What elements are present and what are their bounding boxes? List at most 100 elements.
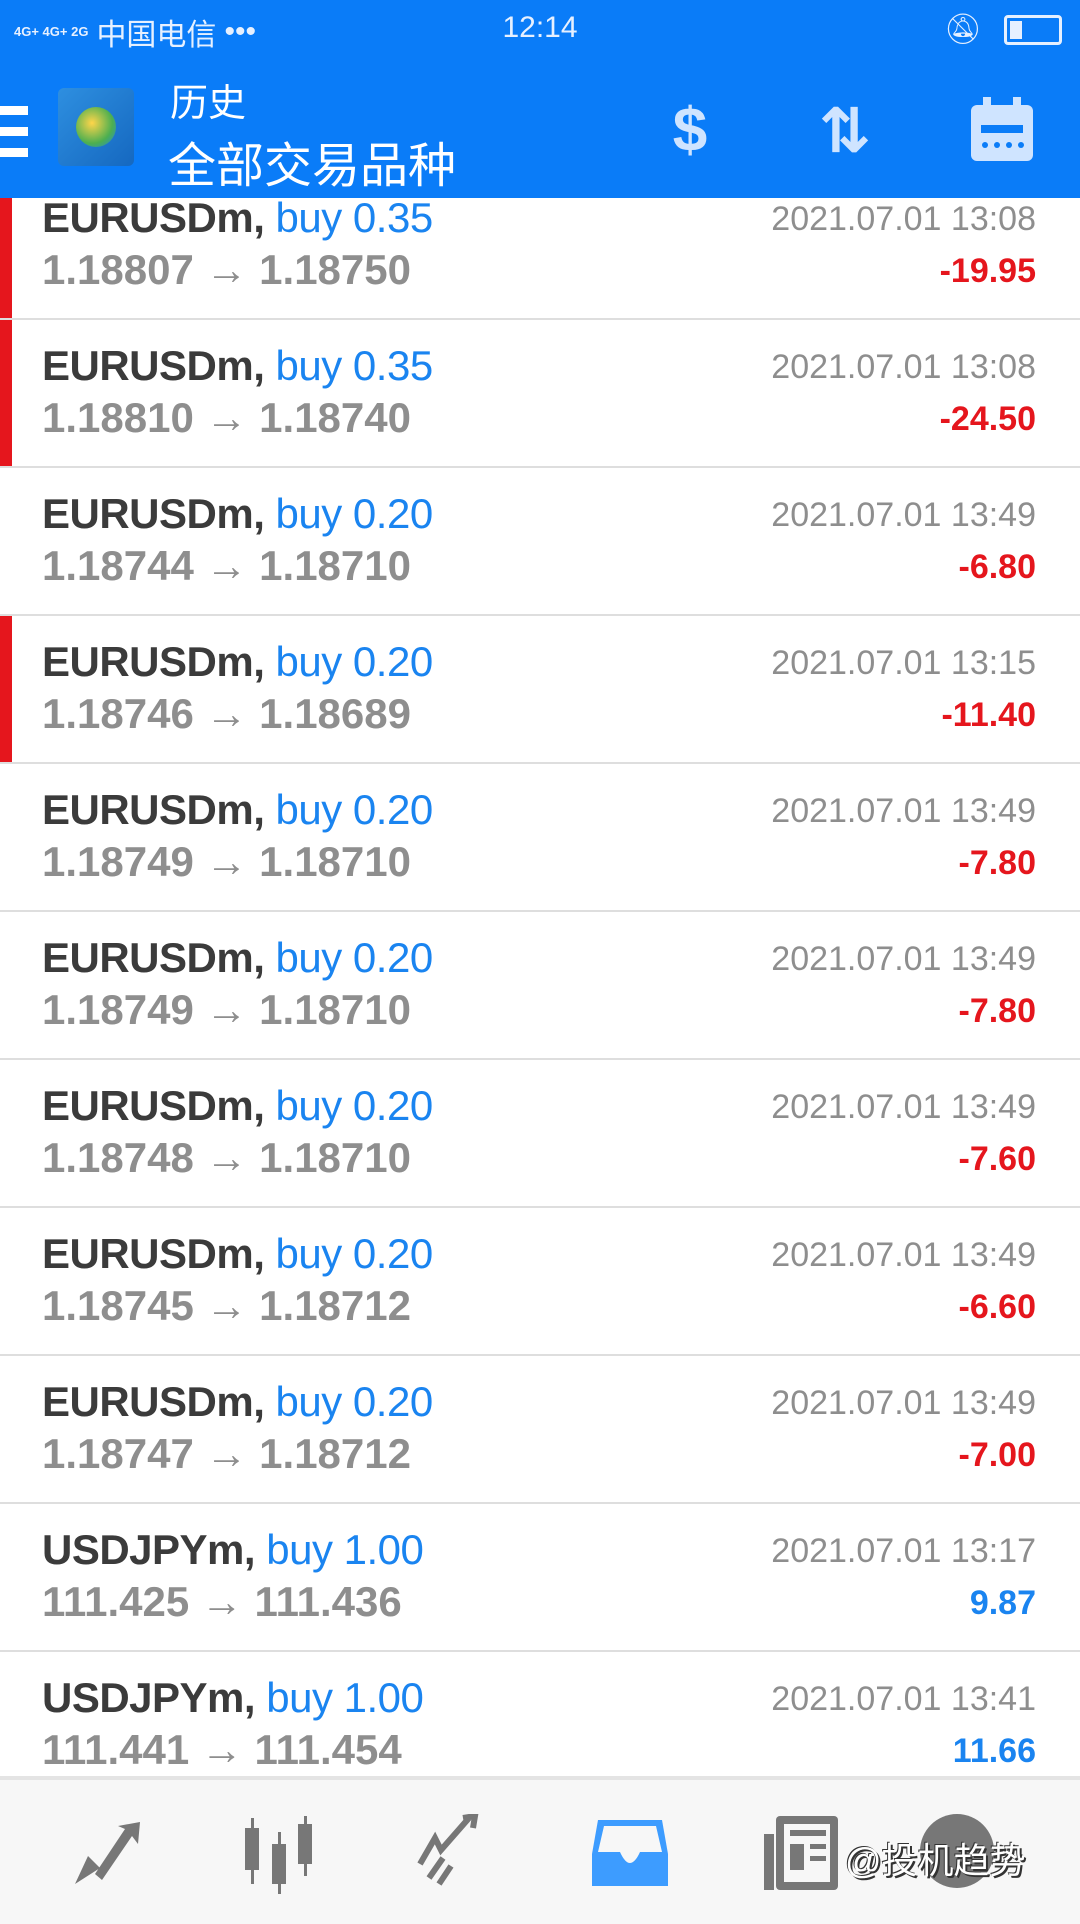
more-icon: ••• [224,15,256,48]
watermark: @投机趋势 [845,1840,1026,1881]
trade-date: 2021.07.01 13:49 [771,1236,1036,1274]
quotes-icon[interactable] [70,1814,150,1894]
symbol: EURUSDm, [42,342,265,389]
calendar-icon[interactable] [962,90,1042,170]
trade-date: 2021.07.01 13:17 [771,1532,1036,1570]
battery-icon [1004,14,1062,45]
trade-row[interactable]: USDJPYm, buy 1.00 111.425 → 111.436 2021.0… [0,1504,1080,1652]
symbol: USDJPYm, [42,1674,256,1721]
arrow-icon: → [205,690,248,737]
trade-icon[interactable] [415,1812,495,1894]
arrow-icon: → [205,1134,248,1181]
trade-profit: -6.60 [958,1288,1037,1326]
symbol: EURUSDm, [42,638,265,685]
close-price: 1.18689 [259,690,411,737]
loss-marker [0,616,12,762]
symbol: USDJPYm, [42,1526,256,1573]
close-price: 1.18712 [259,1430,411,1477]
open-price: 1.18749 [42,838,194,885]
trade-row[interactable]: EURUSDm, buy 0.35 1.18810 → 1.18740 2021.0… [0,320,1080,468]
trade-side: buy 0.35 [275,198,434,241]
trade-prices: 1.18746 → 1.18689 [42,690,411,738]
sort-icon[interactable]: ⇅ [819,96,871,166]
trade-side: buy 0.20 [275,1378,434,1425]
trade-prices: 1.18810 → 1.18740 [42,394,411,442]
trade-side: buy 1.00 [266,1526,424,1573]
trade-side: buy 0.20 [275,786,434,833]
trade-row[interactable]: USDJPYm, buy 1.00 111.441 → 111.454 2021.0… [0,1652,1080,1776]
trade-prices: 1.18749 → 1.18710 [42,838,411,886]
trade-symbol: EURUSDm, buy 0.35 [42,198,433,242]
trade-date: 2021.07.01 13:49 [771,792,1036,830]
history-icon[interactable] [590,1814,670,1894]
trade-date: 2021.07.01 13:15 [771,644,1036,682]
trade-row[interactable]: EURUSDm, buy 0.20 1.18744 → 1.18710 2021.0… [0,468,1080,616]
open-price: 111.425 [42,1578,190,1625]
arrow-icon: → [205,246,248,293]
trade-date: 2021.07.01 13:49 [771,1384,1036,1422]
trade-side: buy 0.20 [275,490,434,537]
clock: 12:14 [502,11,578,44]
trade-row[interactable]: EURUSDm, buy 0.20 1.18749 → 1.18710 2021.0… [0,912,1080,1060]
trade-profit: -6.80 [958,548,1037,586]
trade-row[interactable]: EURUSDm, buy 0.20 1.18748 → 1.18710 2021.0… [0,1060,1080,1208]
trade-row[interactable]: EURUSDm, buy 0.20 1.18749 → 1.18710 2021.0… [0,764,1080,912]
chat-icon[interactable] [920,1814,994,1888]
currency-exchange-icon[interactable]: $ [672,95,708,165]
app-header: 历史 全部交易品种 $ ⇅ [0,56,1080,198]
trade-row[interactable]: EURUSDm, buy 0.20 1.18745 → 1.18712 2021.0… [0,1208,1080,1356]
signal-icon: 4G+ 4G+ 2G [14,24,89,39]
trade-symbol: EURUSDm, buy 0.20 [42,638,433,686]
close-price: 1.18740 [259,394,411,441]
trade-date: 2021.07.01 13:08 [771,348,1036,386]
trade-symbol: EURUSDm, buy 0.35 [42,342,433,390]
symbol: EURUSDm, [42,1230,265,1277]
trade-row[interactable]: EURUSDm, buy 0.20 1.18746 → 1.18689 2021.0… [0,616,1080,764]
arrow-icon: → [205,542,248,589]
trade-prices: 1.18807 → 1.18750 [42,246,411,294]
trade-profit: -7.60 [958,1140,1037,1178]
trade-symbol: USDJPYm, buy 1.00 [42,1674,424,1722]
close-price: 1.18710 [259,986,411,1033]
symbol: EURUSDm, [42,198,265,241]
close-price: 1.18710 [259,1134,411,1181]
loss-marker [0,320,12,466]
open-price: 1.18745 [42,1282,194,1329]
trade-profit: -19.95 [939,252,1036,290]
trade-profit: -7.80 [958,992,1037,1030]
open-price: 1.18747 [42,1430,194,1477]
symbol: EURUSDm, [42,1082,265,1129]
trade-prices: 1.18744 → 1.18710 [42,542,411,590]
arrow-icon: → [200,1578,243,1625]
open-price: 1.18746 [42,690,194,737]
arrow-icon: → [205,1282,248,1329]
header-subtitle: 历史 [170,83,247,125]
symbol: EURUSDm, [42,786,265,833]
trade-symbol: EURUSDm, buy 0.20 [42,934,433,982]
status-bar: 4G+ 4G+ 2G 中国电信 ••• 12:14 🔕︎ [0,0,1080,56]
trade-side: buy 1.00 [266,1674,424,1721]
trade-row[interactable]: EURUSDm, buy 0.35 1.18807 → 1.18750 2021.0… [0,198,1080,320]
close-price: 111.454 [254,1726,402,1773]
trade-date: 2021.07.01 13:49 [771,1088,1036,1126]
close-price: 1.18712 [259,1282,411,1329]
trade-symbol: EURUSDm, buy 0.20 [42,490,433,538]
chart-icon[interactable] [240,1814,320,1894]
trade-side: buy 0.35 [275,342,434,389]
history-list[interactable]: EURUSDm, buy 0.35 1.18807 → 1.18750 2021.0… [0,198,1080,1776]
close-price: 1.18710 [259,838,411,885]
arrow-icon: → [205,986,248,1033]
trade-profit: -7.00 [958,1436,1037,1474]
mt4-logo [58,88,134,166]
trade-row[interactable]: EURUSDm, buy 0.20 1.18747 → 1.18712 2021.0… [0,1356,1080,1504]
menu-icon[interactable] [0,106,28,169]
header-title[interactable]: 全部交易品种 [168,140,457,193]
open-price: 1.18810 [42,394,194,441]
bell-off-icon: 🔕︎ [943,13,982,46]
open-price: 1.18744 [42,542,194,589]
trade-profit: -7.80 [958,844,1037,882]
news-icon[interactable] [762,1814,842,1894]
arrow-icon: → [205,1430,248,1477]
symbol: EURUSDm, [42,1378,265,1425]
open-price: 1.18748 [42,1134,194,1181]
